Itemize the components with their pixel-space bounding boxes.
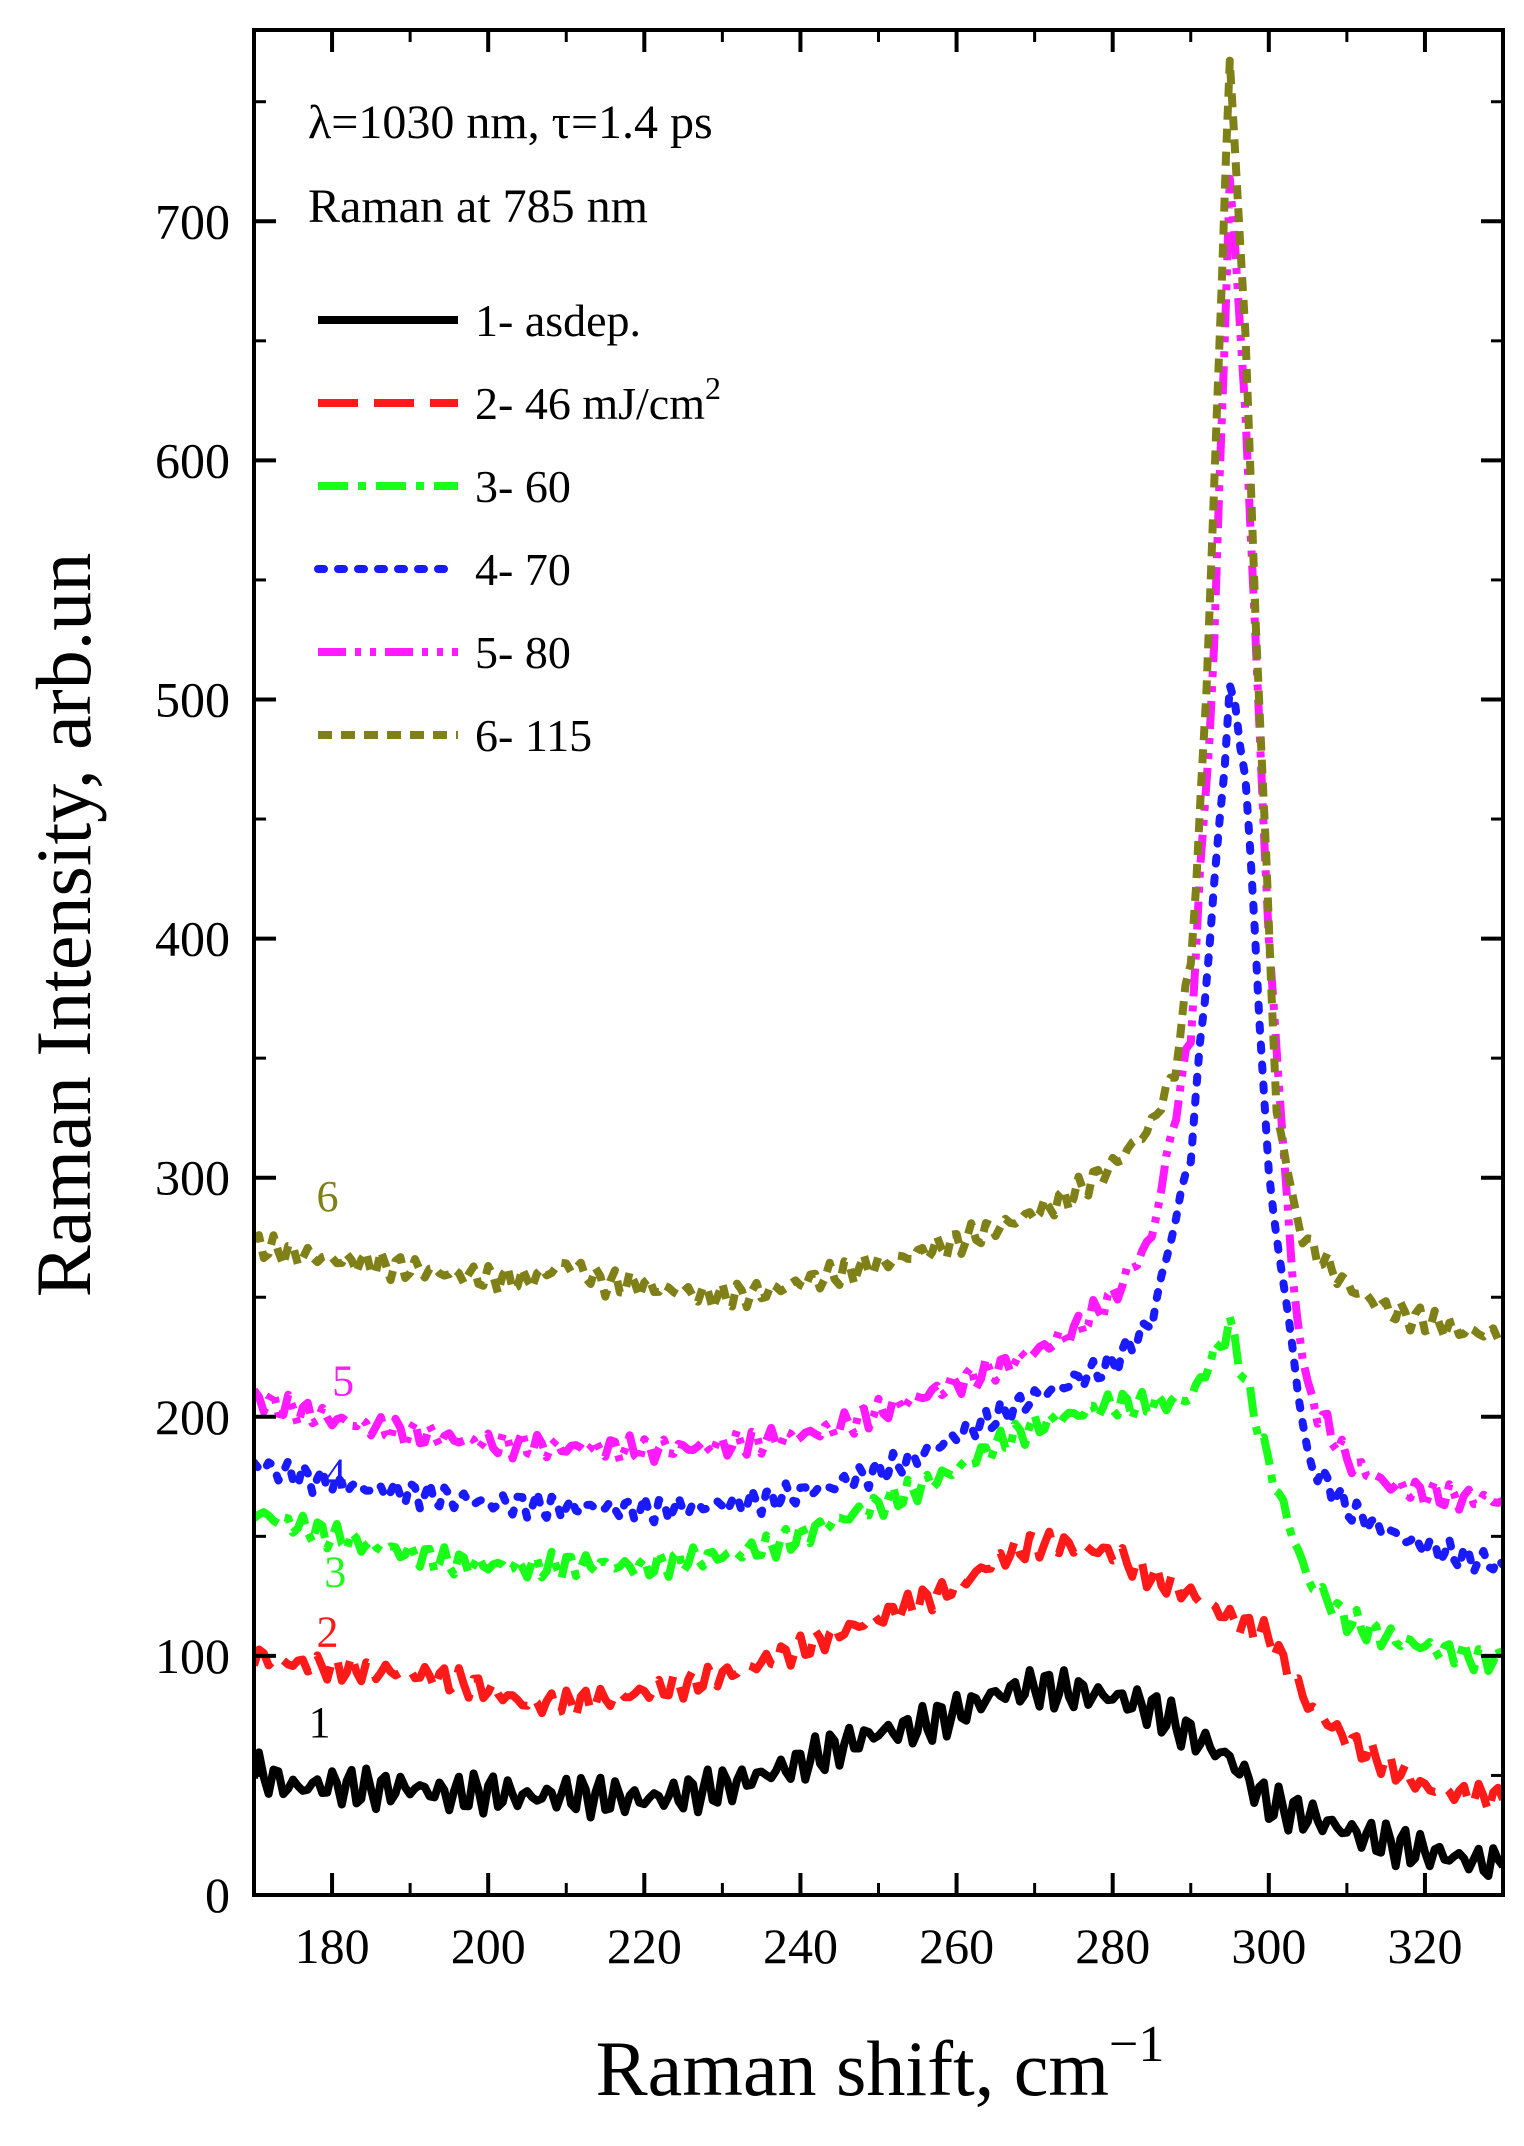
x-tick-label: 240 — [763, 1918, 838, 1974]
x-tick-label: 280 — [1075, 1918, 1150, 1974]
annotation-laser: λ=1030 nm, τ=1.4 ps — [308, 96, 713, 149]
legend-label-2: 2- 46 mJ/cm2 — [475, 370, 721, 429]
x-tick-label: 260 — [919, 1918, 994, 1974]
curve-label-4: 4 — [324, 1450, 346, 1499]
legend-label-1: 1- asdep. — [475, 295, 641, 346]
x-tick-label: 200 — [451, 1918, 526, 1974]
legend-label-5: 5- 80 — [475, 627, 571, 678]
legend-label-3: 3- 60 — [475, 461, 571, 512]
series-layer — [254, 56, 1503, 1880]
series-4-line — [254, 681, 1503, 1577]
x-axis-label: Raman shift, cm−1 — [596, 2016, 1165, 2112]
x-tick-label: 320 — [1387, 1918, 1462, 1974]
curve-label-6: 6 — [316, 1172, 338, 1221]
curve-label-5: 5 — [332, 1356, 354, 1405]
series-3-line — [254, 1312, 1503, 1676]
curve-label-2: 2 — [316, 1607, 338, 1656]
curve-label-3: 3 — [324, 1548, 346, 1597]
y-axis-ticks: 0 100 200 300 400 500 600 700 — [155, 100, 1503, 1923]
series-1-line — [254, 1666, 1503, 1880]
y-tick-label: 300 — [155, 1150, 230, 1206]
series-2-line — [254, 1527, 1503, 1816]
legend-label-sup: 2 — [705, 370, 721, 406]
curve-labels: 1 2 3 4 5 6 — [309, 1172, 354, 1747]
legend: 1- asdep. 2- 46 mJ/cm2 3- 60 4- 70 5- 80 6- 1… — [314, 295, 721, 761]
y-axis-label: Raman Intensity, arb.un — [20, 553, 107, 1297]
y-tick-label: 700 — [155, 193, 230, 249]
curve-label-1: 1 — [309, 1698, 331, 1747]
series-6-line — [254, 56, 1503, 1344]
annotation-raman: Raman at 785 nm — [308, 180, 648, 233]
y-tick-label: 100 — [155, 1628, 230, 1684]
legend-label-4: 4- 70 — [475, 544, 571, 595]
x-axis-label-text: Raman shift, cm — [596, 2025, 1109, 2112]
y-tick-label: 600 — [155, 432, 230, 488]
x-tick-label: 180 — [295, 1918, 370, 1974]
y-tick-label: 200 — [155, 1389, 230, 1445]
x-axis-label-sup: −1 — [1109, 2016, 1164, 2073]
y-tick-label: 500 — [155, 671, 230, 727]
y-tick-label: 0 — [205, 1867, 230, 1923]
x-tick-label: 220 — [607, 1918, 682, 1974]
x-axis-ticks: 180 200 220 240 260 280 300 320 — [252, 30, 1505, 1974]
y-tick-label: 400 — [155, 911, 230, 967]
legend-label-6: 6- 115 — [475, 710, 592, 761]
x-tick-label: 300 — [1231, 1918, 1306, 1974]
series-5-line — [254, 174, 1503, 1514]
